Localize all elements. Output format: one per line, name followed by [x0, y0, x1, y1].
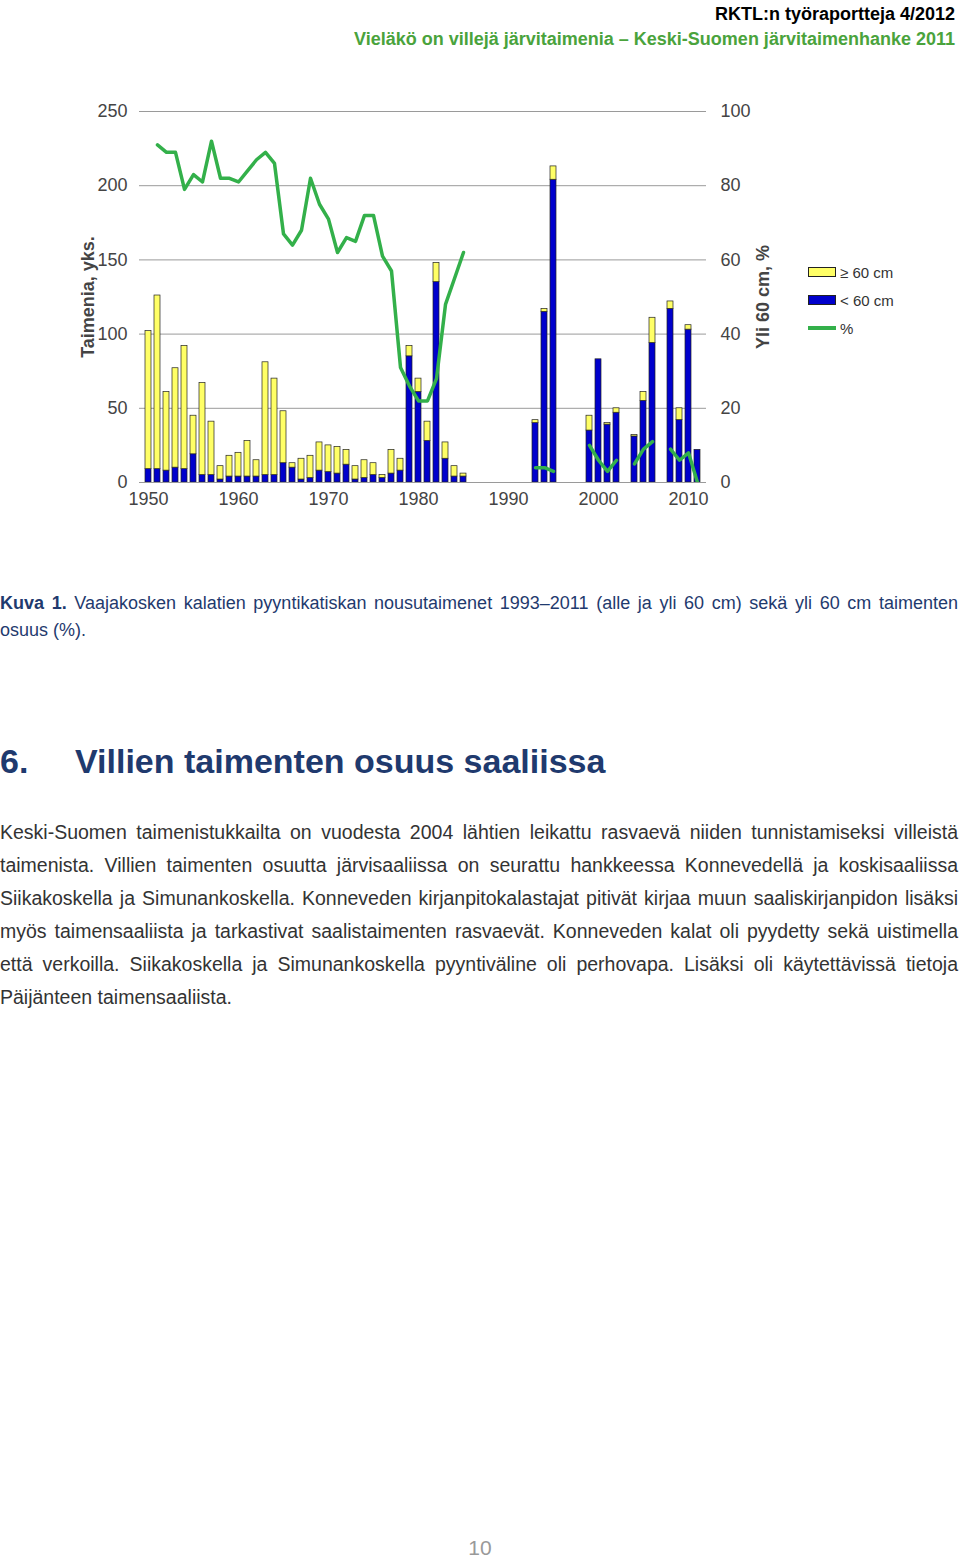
svg-text:Yli 60 cm, %: Yli 60 cm, %: [753, 245, 773, 349]
html-text:Vaajakosken kalatien pyyntikat: Vaajakosken kalatien pyyntikatiskan nous…: [0, 593, 958, 640]
svg-text:0: 0: [117, 472, 127, 492]
svg-text:200: 200: [97, 175, 127, 195]
svg-text:1950: 1950: [128, 489, 168, 509]
html-text:RKTL:n työraportteja 4/2012: RKTL:n työraportteja 4/2012: [714, 4, 955, 24]
svg-text:2010: 2010: [668, 489, 708, 509]
svg-text:40: 40: [721, 324, 741, 344]
svg-text:0: 0: [721, 472, 731, 492]
html-text:6.: 6.: [0, 742, 29, 780]
html-text:Keski-Suomen taimenistukkailta: Keski-Suomen taimenistukkailta on vuodes…: [0, 821, 958, 1008]
svg-text:150: 150: [97, 250, 127, 270]
svg-text:20: 20: [721, 398, 741, 418]
svg-text:1970: 1970: [308, 489, 348, 509]
svg-text:60: 60: [721, 250, 741, 270]
html-text:Villien taimenten osuus saalii: Villien taimenten osuus saaliissa: [75, 742, 606, 780]
html-text:< 60 cm: < 60 cm: [840, 291, 894, 309]
svg-text:80: 80: [721, 175, 741, 195]
svg-text:1960: 1960: [218, 489, 258, 509]
svg-text:250: 250: [97, 101, 127, 121]
svg-text:Taimenia, yks.: Taimenia, yks.: [78, 236, 98, 358]
svg-text:1980: 1980: [398, 489, 438, 509]
html-text:10: 10: [468, 1536, 492, 1559]
svg-text:50: 50: [107, 398, 127, 418]
html-text:Vieläkö on villejä järvitaimen: Vieläkö on villejä järvitaimenia – Keski…: [354, 29, 955, 49]
svg-text:1990: 1990: [488, 489, 528, 509]
svg-text:100: 100: [721, 101, 751, 121]
svg-text:2000: 2000: [578, 489, 618, 509]
svg-text:100: 100: [97, 324, 127, 344]
html-text:Kuva 1.: Kuva 1.: [0, 593, 67, 613]
html-text:≥ 60 cm: ≥ 60 cm: [840, 263, 894, 281]
